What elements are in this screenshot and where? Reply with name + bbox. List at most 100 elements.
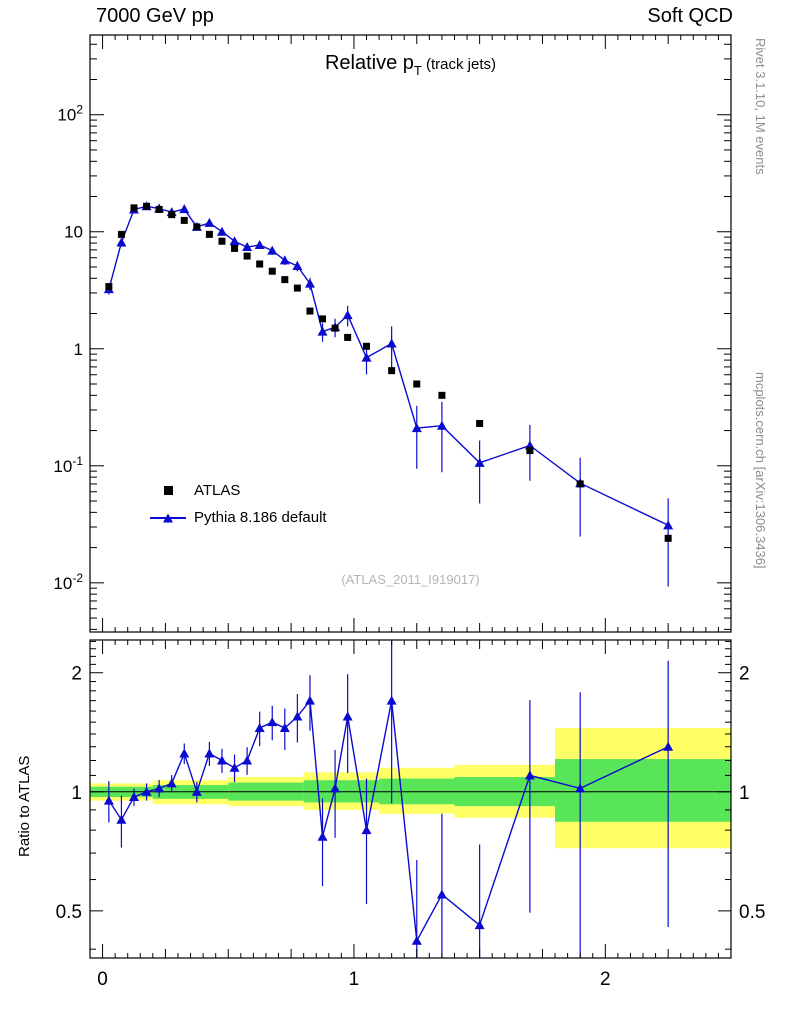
atlas-square-point <box>231 244 239 252</box>
ratio-y-tick-label-left: 0.5 <box>56 902 82 923</box>
pythia-triangle-point <box>411 423 422 433</box>
ratio-y-tick-label-left: 2 <box>71 664 82 685</box>
pythia-line-marker-icon <box>150 512 186 524</box>
uncertainty-bands <box>90 727 731 849</box>
atlas-square-point <box>331 324 339 332</box>
ratio-triangle-point <box>191 786 202 796</box>
main-y-tick-label: 102 <box>57 103 83 125</box>
ratio-triangle-point <box>141 786 152 796</box>
main-y-tick-label: 10-1 <box>53 454 83 476</box>
pythia-triangle-point <box>342 310 353 320</box>
ratio-triangle-point <box>436 889 447 899</box>
mcplots-arxiv-label: mcplots.cern.ch [arXiv:1306.3436] <box>753 372 768 569</box>
atlas-square-point <box>576 480 584 488</box>
pythia-triangle-point <box>663 520 674 530</box>
atlas-square-point <box>293 284 301 292</box>
pythia-triangle-icon <box>163 513 173 522</box>
ratio-y-tick-label-right: 2 <box>739 664 750 685</box>
axis-tick-labels: 10-2 10-1 1 10 102 0.5 0.5 1 1 2 2 0 1 2 <box>53 103 765 990</box>
ratio-y-tick-label-left: 1 <box>71 783 82 804</box>
plot-title-main: Relative p <box>324 52 414 74</box>
pythia-triangle-point <box>116 237 127 247</box>
ratio-triangle-point <box>663 741 674 751</box>
pythia-triangle-point <box>216 226 227 236</box>
pythia-triangle-point <box>279 255 290 265</box>
ratio-triangle-point <box>242 755 253 765</box>
plot-title-detail: (track jets) <box>421 56 497 73</box>
atlas-square-point <box>388 367 396 375</box>
ratio-triangle-point <box>154 783 165 793</box>
ratio-y-tick-label-right: 1 <box>739 783 750 804</box>
ratio-triangle-point <box>279 722 290 732</box>
atlas-square-point <box>155 205 163 213</box>
pythia-triangle-point <box>242 242 253 252</box>
legend-row-pythia: Pythia 8.186 default <box>146 504 327 531</box>
ratio-triangle-point <box>330 783 341 793</box>
main-y-tick-label: 1 <box>74 340 83 359</box>
atlas-square-point <box>193 223 201 231</box>
atlas-square-point <box>205 230 213 238</box>
ratio-triangle-point <box>103 795 114 805</box>
pythia-triangle-marker-icon <box>146 512 190 524</box>
pythia-triangle-point <box>361 352 372 362</box>
main-panel-frame <box>89 34 732 633</box>
legend-label-atlas: ATLAS <box>194 482 241 499</box>
ratio-triangle-point <box>166 778 177 788</box>
pythia-triangle-point <box>474 457 485 467</box>
atlas-square-point <box>363 342 371 350</box>
ratio-panel-frame <box>89 639 732 959</box>
x-tick-label: 2 <box>600 969 611 990</box>
ratio-triangle-point <box>342 711 353 721</box>
main-y-tick-label: 10-2 <box>53 571 83 593</box>
ratio-triangle-point <box>116 814 127 824</box>
process-group-label: Soft QCD <box>647 5 733 27</box>
ratio-triangle-point <box>128 792 139 802</box>
main-panel-data <box>103 201 674 587</box>
atlas-square-point <box>306 307 314 315</box>
atlas-square-point <box>664 534 672 542</box>
ratio-triangle-point <box>229 762 240 772</box>
ratio-triangle-point <box>292 711 303 721</box>
atlas-square-point <box>117 230 125 238</box>
ratio-triangle-point <box>524 770 535 780</box>
ratio-triangle-point <box>361 825 372 835</box>
main-y-tick-label: 10 <box>64 223 83 242</box>
atlas-square-point <box>526 447 534 455</box>
atlas-square-point <box>476 419 484 427</box>
atlas-square-point <box>143 202 151 210</box>
pythia-triangle-point <box>267 245 278 255</box>
atlas-square-icon <box>163 486 173 495</box>
atlas-square-point <box>168 211 176 219</box>
beam-energy-label: 7000 GeV pp <box>96 5 214 27</box>
atlas-square-marker-icon <box>146 486 190 495</box>
ratio-triangle-point <box>216 755 227 765</box>
atlas-square-point <box>413 380 421 388</box>
ratio-panel-data <box>103 640 674 958</box>
pythia-triangle-point <box>304 278 315 288</box>
atlas-square-point <box>268 267 276 275</box>
ratio-line <box>108 698 669 944</box>
ratio-triangle-point <box>411 935 422 945</box>
pythia-triangle-point <box>386 338 397 348</box>
atlas-square-point <box>243 252 251 260</box>
pythia-triangle-point <box>229 236 240 246</box>
pythia-triangle-point <box>292 260 303 270</box>
ratio-triangle-point <box>254 722 265 732</box>
atlas-square-point <box>281 276 289 284</box>
atlas-square-point <box>438 391 446 399</box>
ratio-triangle-point <box>304 695 315 705</box>
atlas-square-point <box>130 204 138 212</box>
ratio-triangle-point <box>267 717 278 727</box>
pythia-triangle-point <box>436 420 447 430</box>
x-tick-label: 0 <box>97 969 108 990</box>
atlas-square-point <box>105 283 113 291</box>
atlas-square-point <box>344 333 352 341</box>
legend-label-pythia: Pythia 8.186 default <box>194 509 327 526</box>
plot-title: Relative pT (track jets) <box>90 52 731 78</box>
ratio-axis-title: Ratio to ATLAS <box>16 755 33 857</box>
ratio-triangle-point <box>317 831 328 841</box>
ratio-y-tick-label-right: 0.5 <box>739 902 765 923</box>
atlas-square-point <box>319 315 327 323</box>
band-green <box>555 759 731 822</box>
